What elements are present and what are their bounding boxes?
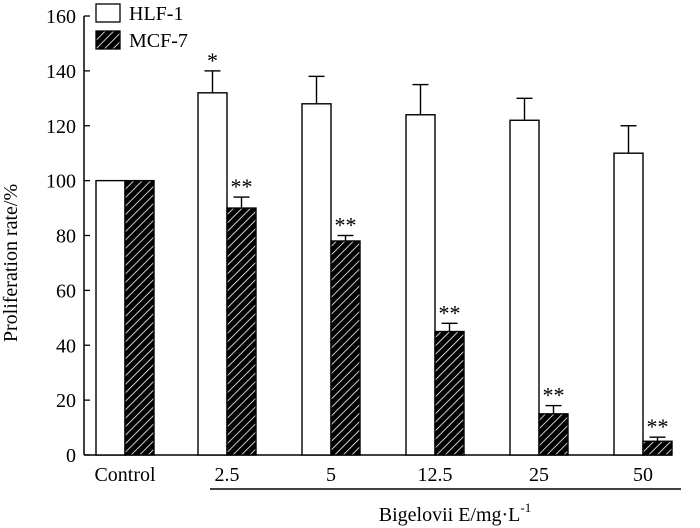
y-ticks: 0 20 40 60 80 100 120 140 160 xyxy=(46,6,90,467)
x-tick-label: 25 xyxy=(529,464,549,486)
significance-marker: ** xyxy=(543,383,565,408)
significance-marker: * xyxy=(207,48,218,73)
y-tick-label: 0 xyxy=(66,445,76,467)
significance-annotations: *********** xyxy=(207,48,669,439)
bar-mcf7-2.5 xyxy=(226,207,257,456)
axes xyxy=(83,16,672,456)
bar-hlf1-5 xyxy=(301,103,332,456)
bar-hlf1-25 xyxy=(509,119,540,456)
significance-marker: ** xyxy=(231,174,253,199)
y-tick-label: 60 xyxy=(56,280,76,302)
x-tick-label: Control xyxy=(94,464,156,486)
significance-marker: ** xyxy=(439,300,461,325)
legend-label-hlf1: HLF-1 xyxy=(129,3,183,25)
y-tick-label: 80 xyxy=(56,226,76,248)
bar-hlf1-50 xyxy=(613,152,644,456)
y-tick-label: 20 xyxy=(56,390,76,412)
x-axis-label-superscript: -1 xyxy=(520,500,531,515)
svg-text:Bigelovii E/mg·L-1: Bigelovii E/mg·L-1 xyxy=(379,500,532,526)
y-tick-label: 120 xyxy=(46,116,76,138)
y-axis-label: Proliferation rate/% xyxy=(0,184,22,342)
y-tick-label: 160 xyxy=(46,6,76,28)
x-tick-label: 50 xyxy=(633,464,653,486)
x-tick-label: 2.5 xyxy=(215,464,240,486)
bar-mcf7-25 xyxy=(538,413,569,456)
legend-label-mcf7: MCF-7 xyxy=(129,30,188,52)
bar-mcf7-12.5 xyxy=(434,330,465,456)
x-axis-title: Bigelovii E/mg·L-1 xyxy=(379,500,532,526)
bars xyxy=(95,92,673,456)
legend: HLF-1 MCF-7 xyxy=(95,3,188,52)
bar-hlf1-12.5 xyxy=(405,114,436,456)
x-axis-label: Bigelovii E/mg·L xyxy=(379,504,521,526)
bar-mcf7-Control xyxy=(124,179,155,456)
error-bars xyxy=(204,70,666,442)
x-tick-labels: Control 2.5 5 12.5 25 50 xyxy=(94,464,681,490)
significance-marker: ** xyxy=(335,213,357,238)
legend-swatch-mcf7 xyxy=(95,30,121,50)
bar-mcf7-50 xyxy=(642,440,673,456)
legend-swatch-hlf1 xyxy=(95,3,121,23)
y-tick-label: 140 xyxy=(46,61,76,83)
bar-hlf1-2.5 xyxy=(197,92,228,456)
x-tick-label: 5 xyxy=(326,464,336,486)
x-tick-label: 12.5 xyxy=(418,464,453,486)
bar-mcf7-5 xyxy=(330,240,361,456)
y-tick-label: 40 xyxy=(56,335,76,357)
significance-marker: ** xyxy=(647,414,669,439)
bar-hlf1-Control xyxy=(95,179,126,456)
y-tick-label: 100 xyxy=(46,171,76,193)
